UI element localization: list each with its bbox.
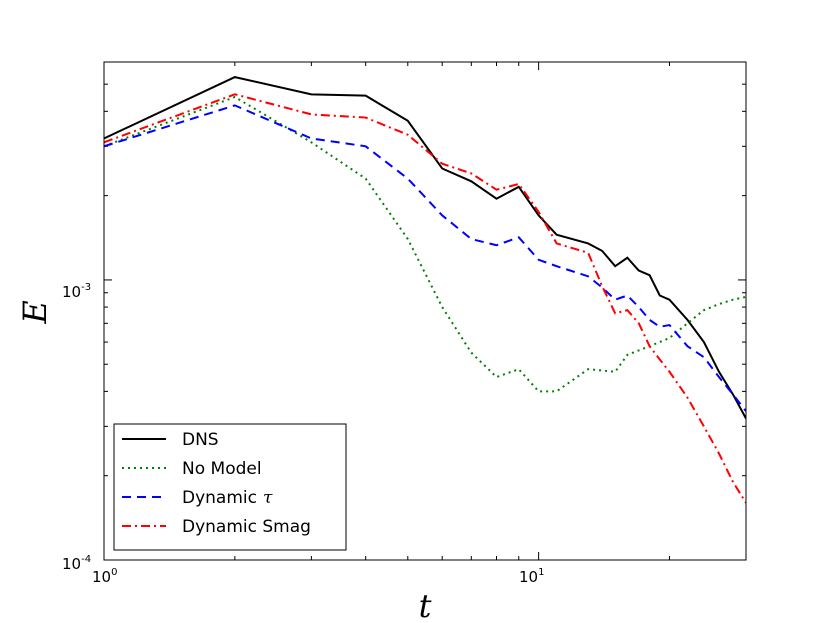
x-axis-label: t xyxy=(419,587,432,623)
legend-label-dynamic-tau-main: Dynamic xyxy=(182,488,257,508)
y-tick-label-1e-3: 10-3 xyxy=(62,282,91,301)
legend-label-no-model-main: No Model xyxy=(182,459,262,479)
plot-frame xyxy=(103,61,747,561)
y-tick-label-1e-4: 10-4 xyxy=(62,554,91,573)
x-tick-label-1: 100 xyxy=(92,567,117,586)
legend-label-dns-main: DNS xyxy=(182,430,219,450)
y-axis-label: E xyxy=(16,300,54,324)
legend-box xyxy=(113,423,347,551)
series-line-dynamic xyxy=(104,104,746,412)
y-tick-label-1e-4-exp: -4 xyxy=(81,554,91,565)
legend: DNS No Model Dynamic τ Dynamic Smag xyxy=(113,423,347,551)
x-tick-label-10-base: 10 xyxy=(519,568,538,586)
legend-label-dynamic-smag: Dynamic Smag xyxy=(182,517,311,537)
series-line-dns xyxy=(104,76,746,419)
series-line-dynamic-smag xyxy=(104,93,746,504)
y-tick-label-1e-4-base: 10 xyxy=(62,555,81,573)
x-tick-label-1-base: 10 xyxy=(92,568,111,586)
y-tick-label-1e-3-exp: -3 xyxy=(81,282,91,293)
series-line-no-model xyxy=(104,95,746,393)
legend-label-dynamic-smag-main: Dynamic Smag xyxy=(182,517,311,537)
legend-label-dynamic-tau-symbol: τ xyxy=(263,488,273,508)
data-series xyxy=(104,76,746,504)
legend-label-dynamic-tau: Dynamic τ xyxy=(182,488,273,508)
y-tick-label-1e-3-base: 10 xyxy=(62,283,81,301)
legend-label-no-model: No Model xyxy=(182,459,262,479)
x-tick-label-10-exp: 1 xyxy=(538,567,544,578)
legend-label-dns: DNS xyxy=(182,430,219,450)
x-tick-label-10: 101 xyxy=(519,567,544,586)
x-tick-label-1-exp: 0 xyxy=(111,567,117,578)
